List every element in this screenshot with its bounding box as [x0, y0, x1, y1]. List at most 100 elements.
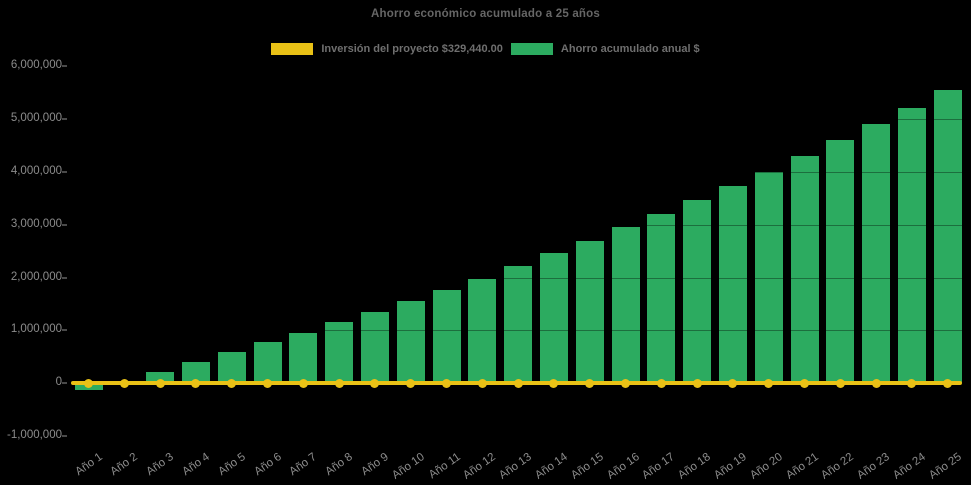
x-tick-label: Año 8: [323, 451, 355, 479]
y-tick-label: 1,000,000: [10, 323, 62, 336]
line-marker-dot-icon: [84, 378, 93, 388]
bar: [325, 322, 354, 384]
x-tick-label: Año 9: [359, 451, 391, 479]
y-tick-mark-icon: [62, 435, 67, 438]
bar: [360, 312, 389, 384]
x-tick-label: Año 20: [747, 451, 785, 482]
line-marker-dot-icon: [227, 378, 237, 388]
x-tick-label: Año 10: [389, 451, 427, 482]
line-marker-dot-icon: [943, 378, 953, 388]
bar: [181, 362, 210, 384]
bar: [611, 227, 640, 384]
y-tick-mark-icon: [62, 117, 67, 120]
line-marker-dot-icon: [871, 378, 881, 388]
x-tick-label: Año 14: [533, 451, 570, 482]
y-tick-label: 2,000,000: [10, 270, 62, 283]
line-marker-dot-icon: [370, 378, 380, 388]
bar: [146, 371, 175, 384]
x-tick-label: Año 16: [604, 451, 642, 482]
y-tick-mark-icon: [62, 329, 67, 332]
bar: [647, 214, 676, 384]
bar: [575, 241, 604, 384]
legend: Inversión del proyecto $329,440.00 Ahorr…: [0, 42, 971, 56]
line-marker-dot-icon: [513, 378, 523, 388]
line-marker-dot-icon: [907, 378, 917, 388]
y-tick-label: 0: [55, 376, 62, 389]
x-tick-label: Año 18: [676, 451, 713, 482]
line-marker-dot-icon: [728, 378, 738, 388]
line-marker-dot-icon: [549, 378, 559, 388]
x-tick-label: Año 6: [251, 451, 284, 479]
x-tick-label: Año 13: [497, 451, 534, 482]
x-tick-label: Año 12: [461, 451, 499, 482]
x-tick-label: Año 4: [180, 451, 212, 479]
x-tick-label: Año 25: [926, 451, 964, 482]
line-marker-dot-icon: [585, 378, 595, 388]
x-tick-label: Año 5: [216, 451, 248, 479]
line-marker-dot-icon: [621, 378, 630, 388]
gridline: [68, 171, 962, 173]
y-tick-mark-icon: [62, 64, 67, 67]
line-marker-dot-icon: [119, 378, 129, 388]
legend-item-savings[interactable]: Ahorro acumulado anual $: [510, 43, 700, 55]
x-tick-label: Año 24: [891, 451, 928, 482]
line-marker-dot-icon: [692, 378, 702, 388]
bar: [289, 332, 318, 384]
bar: [754, 171, 783, 384]
bar: [539, 252, 568, 384]
gridline: [68, 436, 962, 438]
bar: [683, 199, 712, 384]
y-tick-label: -1,000,000: [7, 429, 62, 442]
legend-label-investment: Inversión del proyecto $329,440.00: [321, 43, 503, 55]
line-marker-dot-icon: [800, 378, 809, 388]
gridline: [68, 65, 962, 67]
bar: [396, 300, 425, 384]
gridline: [68, 224, 962, 226]
x-tick-label: Año 21: [783, 451, 821, 482]
x-tick-label: Año 11: [426, 451, 463, 482]
gridline: [68, 277, 962, 279]
bar: [826, 140, 855, 384]
gridline: [68, 330, 962, 332]
bar: [432, 289, 461, 384]
bar: [253, 342, 282, 384]
line-marker-dot-icon: [656, 378, 666, 388]
line-marker-dot-icon: [477, 378, 487, 388]
legend-label-savings: Ahorro acumulado anual $: [560, 43, 700, 55]
legend-swatch-investment-icon: [271, 43, 314, 55]
line-marker-dot-icon: [191, 378, 201, 388]
line-marker-dot-icon: [442, 378, 451, 388]
bar: [504, 265, 533, 384]
x-tick-label: Año 22: [819, 451, 857, 482]
y-tick-mark-icon: [62, 382, 67, 385]
y-tick-label: 3,000,000: [10, 217, 62, 230]
y-tick-mark-icon: [62, 223, 67, 226]
line-marker-dot-icon: [835, 378, 845, 388]
bar: [897, 107, 926, 384]
x-tick-label: Año 3: [144, 451, 176, 479]
bar: [790, 156, 819, 384]
x-tick-label: Año 23: [855, 451, 892, 482]
chart-title: Ahorro económico acumulado a 25 años: [371, 8, 600, 20]
legend-item-investment[interactable]: Inversión del proyecto $329,440.00: [271, 43, 503, 55]
line-marker-dot-icon: [263, 378, 272, 388]
line-marker-dot-icon: [406, 378, 416, 388]
bar: [862, 124, 891, 384]
y-tick-mark-icon: [62, 276, 67, 279]
legend-swatch-savings-icon: [510, 43, 553, 55]
y-tick-label: 4,000,000: [10, 164, 62, 177]
bar: [933, 89, 962, 384]
x-tick-label: Año 17: [640, 451, 678, 482]
line-marker-dot-icon: [764, 378, 774, 388]
bar: [468, 278, 497, 384]
line-marker-dot-icon: [334, 378, 344, 388]
bar: [718, 186, 747, 384]
line-marker-dot-icon: [298, 378, 308, 388]
gridline: [68, 118, 962, 120]
bar: [217, 351, 246, 384]
x-tick-label: Año 7: [287, 451, 320, 479]
x-tick-label: Año 2: [108, 451, 141, 479]
y-tick-label: 5,000,000: [10, 111, 62, 124]
line-marker-dot-icon: [155, 378, 165, 388]
